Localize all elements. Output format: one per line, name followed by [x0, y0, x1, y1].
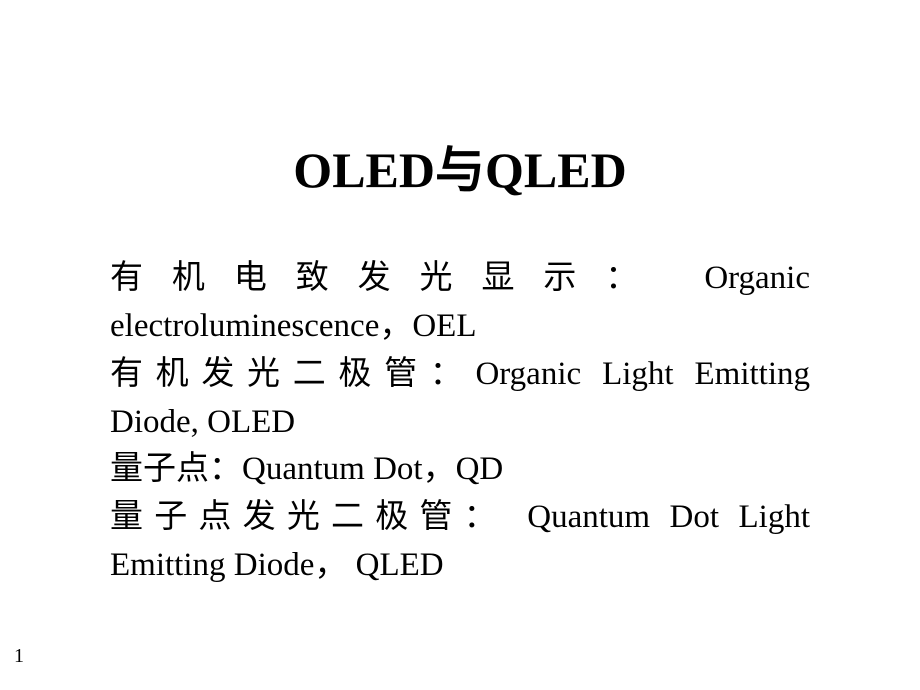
slide-title: OLED与QLED [0, 130, 920, 202]
page-number: 1 [14, 645, 24, 668]
slide-body: 有机电致发光显示： Organic electroluminescence，OE… [110, 255, 810, 590]
body-line-4: Diode, OLED [110, 399, 810, 447]
body-line-2: electroluminescence，OEL [110, 303, 810, 351]
body-line-1: 有机电致发光显示： Organic [110, 255, 810, 303]
slide: OLED与QLED 有机电致发光显示： Organic electrolumin… [0, 0, 920, 690]
body-line-6: 量子点发光二极管： Quantum Dot Light [110, 494, 810, 542]
body-line-7: Emitting Diode， QLED [110, 542, 810, 590]
body-line-5: 量子点：Quantum Dot，QD [110, 446, 810, 494]
body-line-3: 有机发光二极管：Organic Light Emitting [110, 351, 810, 399]
